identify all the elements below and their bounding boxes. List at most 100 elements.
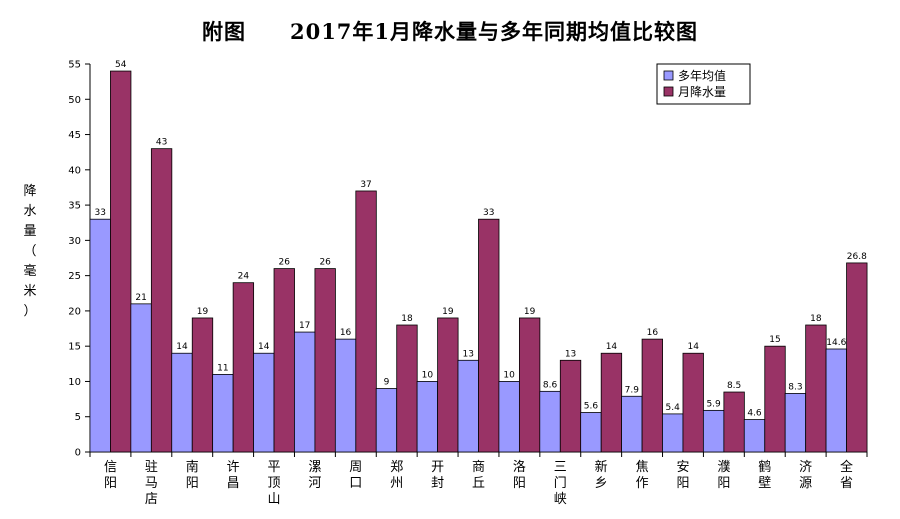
bar-多年均值 bbox=[89, 218, 111, 453]
x-tick-label: 店 bbox=[145, 492, 158, 507]
legend-swatch bbox=[663, 86, 674, 97]
x-tick-label: 信 bbox=[104, 460, 117, 475]
x-tick-label: 口 bbox=[349, 476, 362, 491]
x-tick-label: 丘 bbox=[472, 476, 485, 491]
y-tick-label: 0 bbox=[75, 448, 81, 459]
bar-多年均值 bbox=[416, 381, 439, 453]
x-tick-label: 开 bbox=[431, 460, 444, 475]
bar-多年均值 bbox=[130, 303, 152, 453]
x-tick-label: 阳 bbox=[717, 476, 730, 491]
data-label: 33 bbox=[483, 208, 494, 218]
bar-多年均值 bbox=[294, 331, 316, 453]
x-tick-label: 源 bbox=[799, 476, 812, 491]
x-tick-label: 河 bbox=[308, 476, 321, 491]
data-label: 5.9 bbox=[706, 399, 721, 409]
bar-月降水量 bbox=[723, 391, 745, 453]
bar-月降水量 bbox=[191, 317, 214, 453]
x-tick-label: 省 bbox=[840, 476, 853, 491]
y-tick-label: 50 bbox=[68, 95, 81, 106]
data-label: 24 bbox=[238, 272, 250, 282]
x-tick-label: 阳 bbox=[186, 476, 199, 491]
data-label: 15 bbox=[769, 335, 780, 345]
data-label: 19 bbox=[197, 307, 209, 317]
data-label: 16 bbox=[647, 328, 659, 338]
y-tick-label: 20 bbox=[68, 306, 81, 317]
bar-多年均值 bbox=[253, 352, 275, 453]
data-label: 11 bbox=[217, 363, 228, 373]
bar-月降水量 bbox=[437, 317, 459, 453]
data-label: 10 bbox=[422, 370, 434, 380]
bar-多年均值 bbox=[171, 352, 193, 453]
bar-月降水量 bbox=[478, 218, 500, 453]
x-tick-label: 阳 bbox=[513, 476, 526, 491]
y-tick-label: 15 bbox=[68, 342, 81, 353]
data-label: 33 bbox=[94, 208, 105, 218]
x-tick-label: 许 bbox=[227, 460, 240, 475]
x-tick-label: 三 bbox=[554, 460, 567, 475]
x-tick-label: 濮 bbox=[717, 460, 730, 475]
x-tick-label: 乡 bbox=[595, 476, 608, 491]
y-axis-label: 降水量（毫米） bbox=[23, 184, 37, 319]
data-label: 26.8 bbox=[847, 252, 867, 262]
x-tick-label: 全 bbox=[840, 459, 853, 475]
data-label: 7.9 bbox=[625, 385, 640, 395]
x-tick-label: 鹤 bbox=[758, 459, 771, 475]
x-tick-label: 马 bbox=[145, 476, 158, 491]
data-label: 19 bbox=[442, 307, 454, 317]
bar-多年均值 bbox=[375, 388, 398, 453]
data-label: 37 bbox=[360, 180, 371, 190]
x-tick-label: 顶 bbox=[268, 476, 281, 491]
data-label: 18 bbox=[401, 314, 413, 324]
y-tick-label: 30 bbox=[68, 236, 81, 247]
bar-多年均值 bbox=[212, 373, 234, 453]
bar-月降水量 bbox=[314, 268, 336, 453]
x-tick-label: 济 bbox=[799, 460, 812, 475]
chart-title: 附图 2017年1月降水量与多年同期均值比较图 bbox=[201, 19, 699, 44]
x-tick-label: 驻 bbox=[145, 460, 158, 475]
data-label: 18 bbox=[810, 314, 822, 324]
data-label: 14 bbox=[687, 342, 699, 352]
x-tick-label: 新 bbox=[595, 459, 608, 475]
bar-月降水量 bbox=[559, 359, 582, 453]
legend-label: 月降水量 bbox=[678, 85, 726, 99]
bar-多年均值 bbox=[621, 395, 643, 453]
bar-多年均值 bbox=[702, 409, 725, 453]
data-label: 21 bbox=[135, 293, 146, 303]
bar-月降水量 bbox=[396, 324, 418, 453]
data-label: 5.4 bbox=[666, 403, 681, 413]
x-tick-label: 峡 bbox=[554, 492, 567, 507]
data-label: 14 bbox=[176, 342, 188, 352]
x-tick-label: 作 bbox=[636, 476, 649, 491]
legend-label: 多年均值 bbox=[678, 68, 726, 83]
x-tick-label: 州 bbox=[390, 476, 403, 491]
y-tick-label: 25 bbox=[68, 271, 81, 282]
bar-多年均值 bbox=[539, 390, 561, 453]
data-label: 8.6 bbox=[543, 380, 558, 390]
x-tick-label: 山 bbox=[268, 492, 281, 507]
bar-多年均值 bbox=[334, 338, 357, 453]
bar-月降水量 bbox=[518, 317, 541, 453]
data-label: 16 bbox=[340, 328, 352, 338]
data-label: 54 bbox=[115, 60, 127, 70]
x-tick-label: 壁 bbox=[758, 476, 771, 491]
x-tick-label: 郑 bbox=[390, 460, 403, 475]
y-tick-label: 35 bbox=[68, 201, 81, 212]
data-label: 13 bbox=[463, 349, 474, 359]
x-tick-label: 昌 bbox=[227, 476, 240, 491]
y-tick-label: 5 bbox=[75, 412, 81, 423]
data-label: 26 bbox=[279, 258, 291, 268]
bar-多年均值 bbox=[457, 359, 479, 453]
data-label: 43 bbox=[156, 138, 167, 148]
bar-月降水量 bbox=[805, 324, 827, 453]
data-label: 10 bbox=[503, 370, 515, 380]
x-tick-label: 阳 bbox=[104, 476, 117, 491]
x-tick-label: 平 bbox=[268, 460, 281, 475]
bar-多年均值 bbox=[784, 393, 807, 453]
y-tick-label: 40 bbox=[68, 165, 81, 176]
x-tick-label: 门 bbox=[554, 476, 567, 491]
data-label: 5.6 bbox=[584, 401, 599, 411]
bar-月降水量 bbox=[682, 352, 704, 453]
data-label: 26 bbox=[319, 258, 331, 268]
data-label: 9 bbox=[384, 378, 390, 388]
